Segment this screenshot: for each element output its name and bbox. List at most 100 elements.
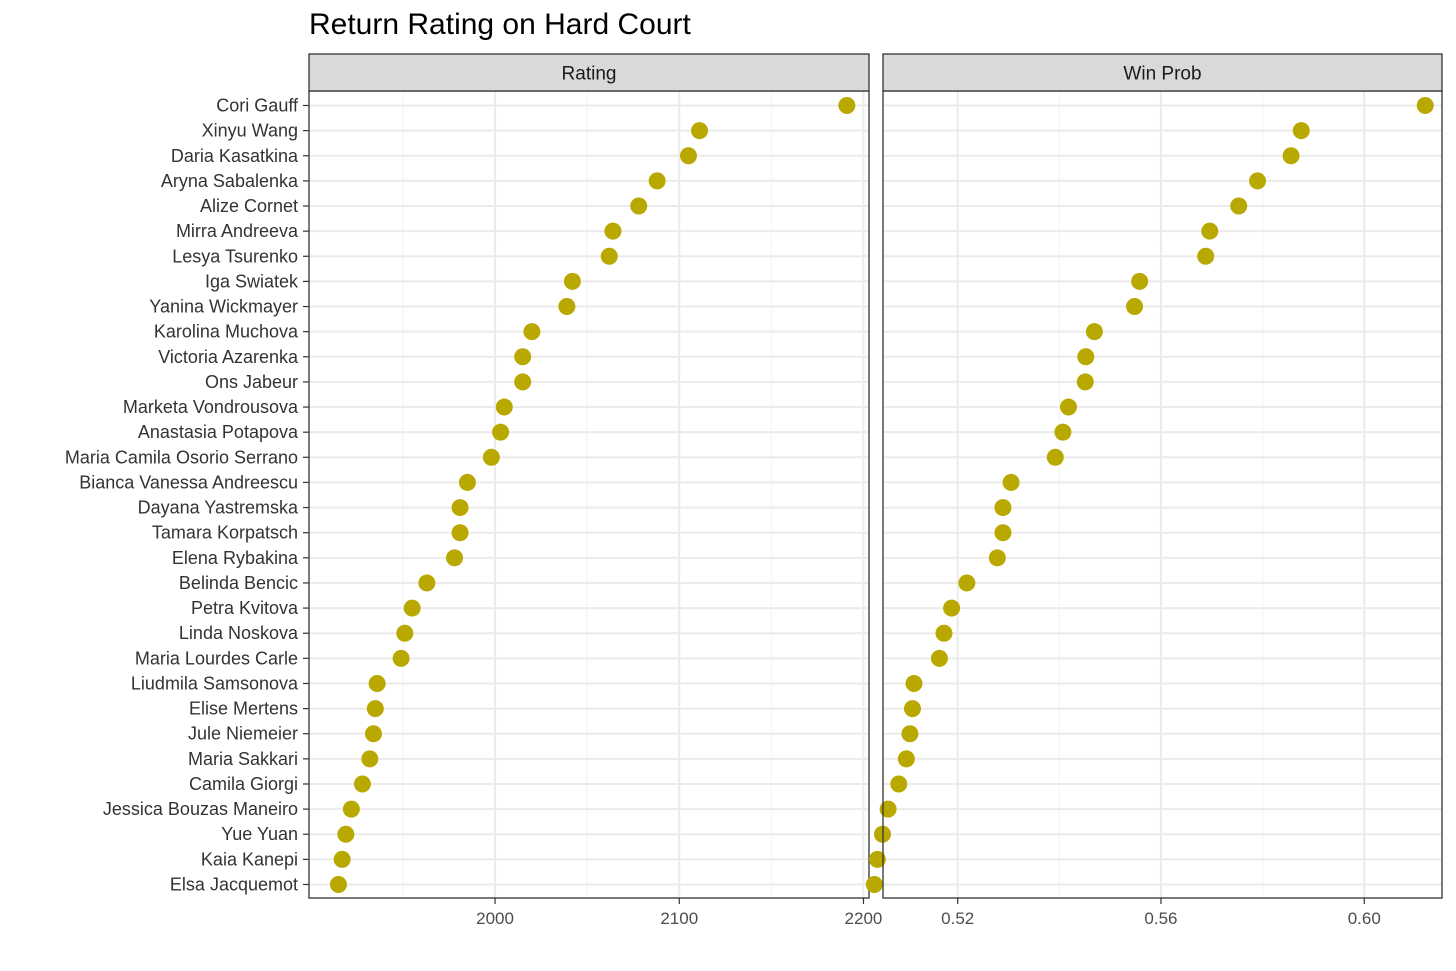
facet-panel-rating: Rating 2000 2100 2200 xyxy=(308,53,883,928)
y-tick-label: Maria Camila Osorio Serrano xyxy=(65,447,298,467)
data-point xyxy=(1059,398,1077,416)
facet-strip-label: Rating xyxy=(562,64,617,85)
data-point xyxy=(366,700,384,718)
data-point xyxy=(523,323,541,341)
x-tick-label: 0.52 xyxy=(941,909,974,928)
y-tick-label: Alize Cornet xyxy=(200,196,298,216)
y-tick-label: Lesya Tsurenko xyxy=(172,246,298,266)
y-tick-label: Bianca Vanessa Andreescu xyxy=(79,472,298,492)
data-point xyxy=(558,298,576,316)
data-point xyxy=(1077,348,1095,366)
data-point xyxy=(563,272,581,290)
y-tick-label: Belinda Bencic xyxy=(179,573,298,593)
y-tick-label: Yanina Wickmayer xyxy=(149,297,298,317)
data-point xyxy=(514,373,532,391)
data-point xyxy=(451,524,469,542)
y-tick-label: Jule Niemeier xyxy=(188,724,298,744)
data-point xyxy=(691,122,709,140)
data-point xyxy=(1085,323,1103,341)
data-point xyxy=(958,574,976,592)
data-point xyxy=(1197,247,1215,265)
x-tick-label: 0.56 xyxy=(1144,909,1177,928)
data-point xyxy=(1416,97,1434,114)
data-point xyxy=(1046,448,1064,466)
data-point xyxy=(1282,147,1300,165)
y-tick-label: Iga Swiatek xyxy=(205,271,299,291)
data-point xyxy=(604,222,622,240)
y-tick-label: Elsa Jacquemot xyxy=(170,875,298,895)
data-point xyxy=(630,197,648,215)
y-tick-label: Camila Giorgi xyxy=(189,774,298,794)
data-point xyxy=(446,549,464,567)
data-point xyxy=(329,876,347,893)
data-point xyxy=(1002,473,1020,491)
chart-title: Return Rating on Hard Court xyxy=(309,8,692,41)
data-point xyxy=(364,725,382,743)
x-tick-label: 0.60 xyxy=(1348,909,1381,928)
data-point xyxy=(1054,423,1072,441)
y-tick-label: Dayana Yastremska xyxy=(138,498,299,518)
data-point xyxy=(679,147,697,165)
data-point xyxy=(930,649,948,667)
y-tick-label: Xinyu Wang xyxy=(202,121,298,141)
data-point xyxy=(903,700,921,718)
y-tick-label: Mirra Andreeva xyxy=(176,221,299,241)
data-point xyxy=(879,800,897,818)
data-point xyxy=(1076,373,1094,391)
data-point xyxy=(994,499,1012,517)
y-tick-label: Linda Noskova xyxy=(179,623,299,643)
data-point xyxy=(988,549,1006,567)
data-point xyxy=(905,674,923,692)
data-point xyxy=(994,524,1012,542)
facet-strip xyxy=(882,53,1443,92)
y-tick-label: Ons Jabeur xyxy=(205,372,298,392)
y-tick-label: Jessica Bouzas Maneiro xyxy=(103,799,298,819)
data-point xyxy=(1126,298,1144,316)
y-tick-label: Maria Sakkari xyxy=(188,749,298,769)
data-point xyxy=(403,599,421,617)
data-point xyxy=(333,850,351,868)
data-point xyxy=(458,473,476,491)
y-tick-label: Daria Kasatkina xyxy=(171,146,299,166)
data-point xyxy=(342,800,360,818)
y-tick-label: Kaia Kanepi xyxy=(201,849,298,869)
data-point xyxy=(418,574,436,592)
data-point xyxy=(1249,172,1267,190)
facet-strip xyxy=(308,53,870,92)
data-point xyxy=(943,599,961,617)
y-tick-label: Yue Yuan xyxy=(221,824,298,844)
data-point xyxy=(901,725,919,743)
y-tick-label: Aryna Sabalenka xyxy=(161,171,299,191)
y-tick-label: Tamara Korpatsch xyxy=(152,523,298,543)
data-point xyxy=(396,624,414,642)
data-point xyxy=(492,423,510,441)
data-point xyxy=(482,448,500,466)
x-tick-label: 2200 xyxy=(845,909,883,928)
data-point xyxy=(865,876,883,893)
data-point xyxy=(935,624,953,642)
data-point xyxy=(495,398,513,416)
data-point xyxy=(897,750,915,768)
y-tick-label: Karolina Muchova xyxy=(154,322,299,342)
panel-border xyxy=(882,90,1443,899)
y-tick-label: Marketa Vondrousova xyxy=(123,397,299,417)
data-point xyxy=(337,825,355,843)
data-point xyxy=(353,775,371,793)
data-point xyxy=(838,97,856,114)
data-point xyxy=(868,850,886,868)
facet-strip-label: Win Prob xyxy=(1123,64,1201,85)
facet-panel-win-prob: Win Prob 0.52 0.56 0.60 xyxy=(865,53,1443,928)
y-tick-label: Elise Mertens xyxy=(189,699,298,719)
x-tick-label: 2000 xyxy=(476,909,514,928)
data-point xyxy=(514,348,532,366)
y-tick-label: Elena Rybakina xyxy=(172,548,299,568)
data-point xyxy=(392,649,410,667)
y-tick-label: Maria Lourdes Carle xyxy=(135,648,298,668)
y-tick-label: Cori Gauff xyxy=(216,96,299,116)
y-tick-label: Victoria Azarenka xyxy=(158,347,299,367)
y-tick-label: Anastasia Potapova xyxy=(138,422,299,442)
data-point xyxy=(1131,272,1149,290)
data-point xyxy=(361,750,379,768)
data-point xyxy=(600,247,618,265)
